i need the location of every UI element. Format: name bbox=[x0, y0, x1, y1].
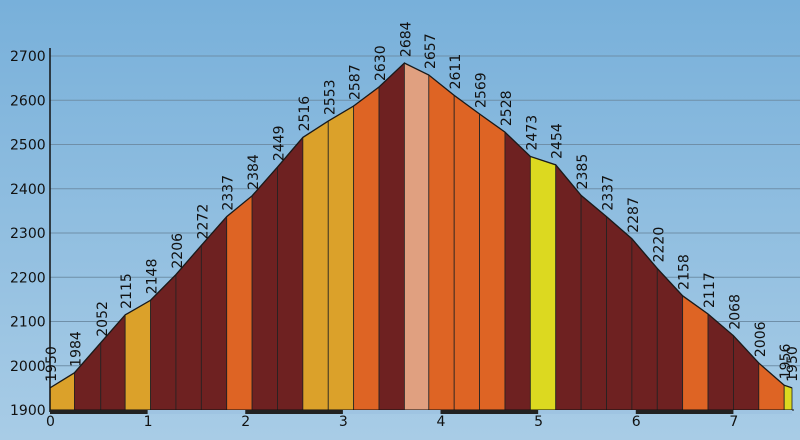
data-label-30: 1950 bbox=[785, 346, 800, 382]
segment-13 bbox=[378, 62, 405, 411]
data-label-11: 2553 bbox=[322, 79, 338, 115]
segment-21 bbox=[580, 194, 607, 411]
x-tick-label-0: 0 bbox=[46, 414, 55, 430]
data-label-10: 2516 bbox=[297, 96, 313, 132]
y-tick-label-2300: 2300 bbox=[10, 226, 46, 242]
data-label-23: 2287 bbox=[626, 197, 642, 233]
segment-20 bbox=[555, 163, 582, 411]
data-label-1: 1984 bbox=[68, 331, 84, 367]
data-label-7: 2337 bbox=[221, 175, 237, 211]
y-tick-label-2500: 2500 bbox=[10, 138, 46, 154]
y-tick-label-1900: 1900 bbox=[10, 403, 46, 419]
scale-bar-dark-2 bbox=[440, 410, 539, 414]
segment-19 bbox=[529, 155, 557, 411]
x-tick-label-1: 1 bbox=[144, 414, 153, 430]
data-label-20: 2454 bbox=[550, 123, 566, 159]
data-label-22: 2337 bbox=[601, 175, 617, 211]
scale-bar-dark-3 bbox=[635, 410, 734, 414]
segment-9 bbox=[277, 136, 304, 411]
data-label-16: 2611 bbox=[448, 54, 464, 90]
x-tick-label-5: 5 bbox=[534, 414, 543, 430]
scale-bar-dark-1 bbox=[245, 410, 343, 414]
segment-16 bbox=[453, 94, 480, 411]
segment-18 bbox=[504, 131, 531, 411]
segment-15 bbox=[428, 74, 455, 411]
segment-8 bbox=[251, 166, 278, 411]
segment-17 bbox=[479, 113, 506, 411]
segment-12 bbox=[353, 86, 380, 411]
data-label-2: 2052 bbox=[95, 301, 111, 337]
segment-7 bbox=[226, 194, 253, 411]
y-tick-label-2600: 2600 bbox=[10, 93, 46, 109]
data-label-9: 2449 bbox=[271, 125, 287, 161]
y-tick-label-2100: 2100 bbox=[10, 315, 46, 331]
data-label-28: 2006 bbox=[753, 321, 769, 357]
data-label-13: 2630 bbox=[373, 45, 389, 81]
profile-line bbox=[49, 62, 793, 389]
segment-25 bbox=[682, 295, 709, 411]
elevation-segments bbox=[49, 62, 793, 411]
data-label-27: 2068 bbox=[727, 294, 743, 330]
data-label-12: 2587 bbox=[348, 64, 364, 100]
data-label-19: 2473 bbox=[524, 115, 540, 151]
data-label-26: 2117 bbox=[702, 272, 718, 308]
data-label-4: 2148 bbox=[145, 259, 161, 295]
x-tick-label-2: 2 bbox=[241, 414, 250, 430]
data-label-24: 2220 bbox=[651, 227, 667, 263]
profile-outline bbox=[49, 62, 793, 389]
distance-scale-bar bbox=[50, 410, 792, 414]
y-axis-tick-labels: 1900 2000 2100 2200 2300 2400 2500 2600 2700 bbox=[10, 49, 46, 419]
segment-3 bbox=[124, 299, 151, 411]
y-tick-label-2700: 2700 bbox=[10, 49, 46, 65]
y-tick-label-2000: 2000 bbox=[10, 359, 46, 375]
data-label-6: 2272 bbox=[195, 204, 211, 240]
segment-11 bbox=[327, 105, 355, 411]
segment-6 bbox=[200, 215, 228, 411]
segment-22 bbox=[606, 215, 633, 411]
x-tick-label-4: 4 bbox=[437, 414, 446, 430]
segment-10 bbox=[302, 120, 329, 411]
segment-29 bbox=[783, 384, 793, 411]
x-tick-label-7: 7 bbox=[729, 414, 738, 430]
data-label-0: 1950 bbox=[44, 346, 60, 382]
data-label-15: 2657 bbox=[423, 33, 439, 69]
data-label-8: 2384 bbox=[246, 154, 262, 190]
data-label-14: 2684 bbox=[398, 21, 414, 57]
elevation-data-labels: 1950 1984 2052 2115 2148 2206 2272 2337 2384 2449… bbox=[44, 21, 800, 382]
data-label-29: 1956 bbox=[778, 343, 794, 379]
data-label-18: 2528 bbox=[499, 90, 515, 126]
y-tick-label-2400: 2400 bbox=[10, 182, 46, 198]
scale-bar-dark-0 bbox=[50, 410, 148, 414]
x-tick-label-3: 3 bbox=[339, 414, 348, 430]
x-tick-label-6: 6 bbox=[632, 414, 641, 430]
data-label-5: 2206 bbox=[170, 233, 186, 269]
segment-14 bbox=[404, 62, 430, 411]
data-label-25: 2158 bbox=[677, 254, 693, 290]
x-axis-tick-labels: 0 1 2 3 4 5 6 7 bbox=[46, 414, 738, 430]
scale-bar-base bbox=[50, 410, 792, 414]
data-label-3: 2115 bbox=[119, 273, 135, 309]
data-label-21: 2385 bbox=[575, 154, 591, 190]
y-tick-label-2200: 2200 bbox=[10, 270, 46, 286]
data-label-17: 2569 bbox=[474, 72, 490, 108]
